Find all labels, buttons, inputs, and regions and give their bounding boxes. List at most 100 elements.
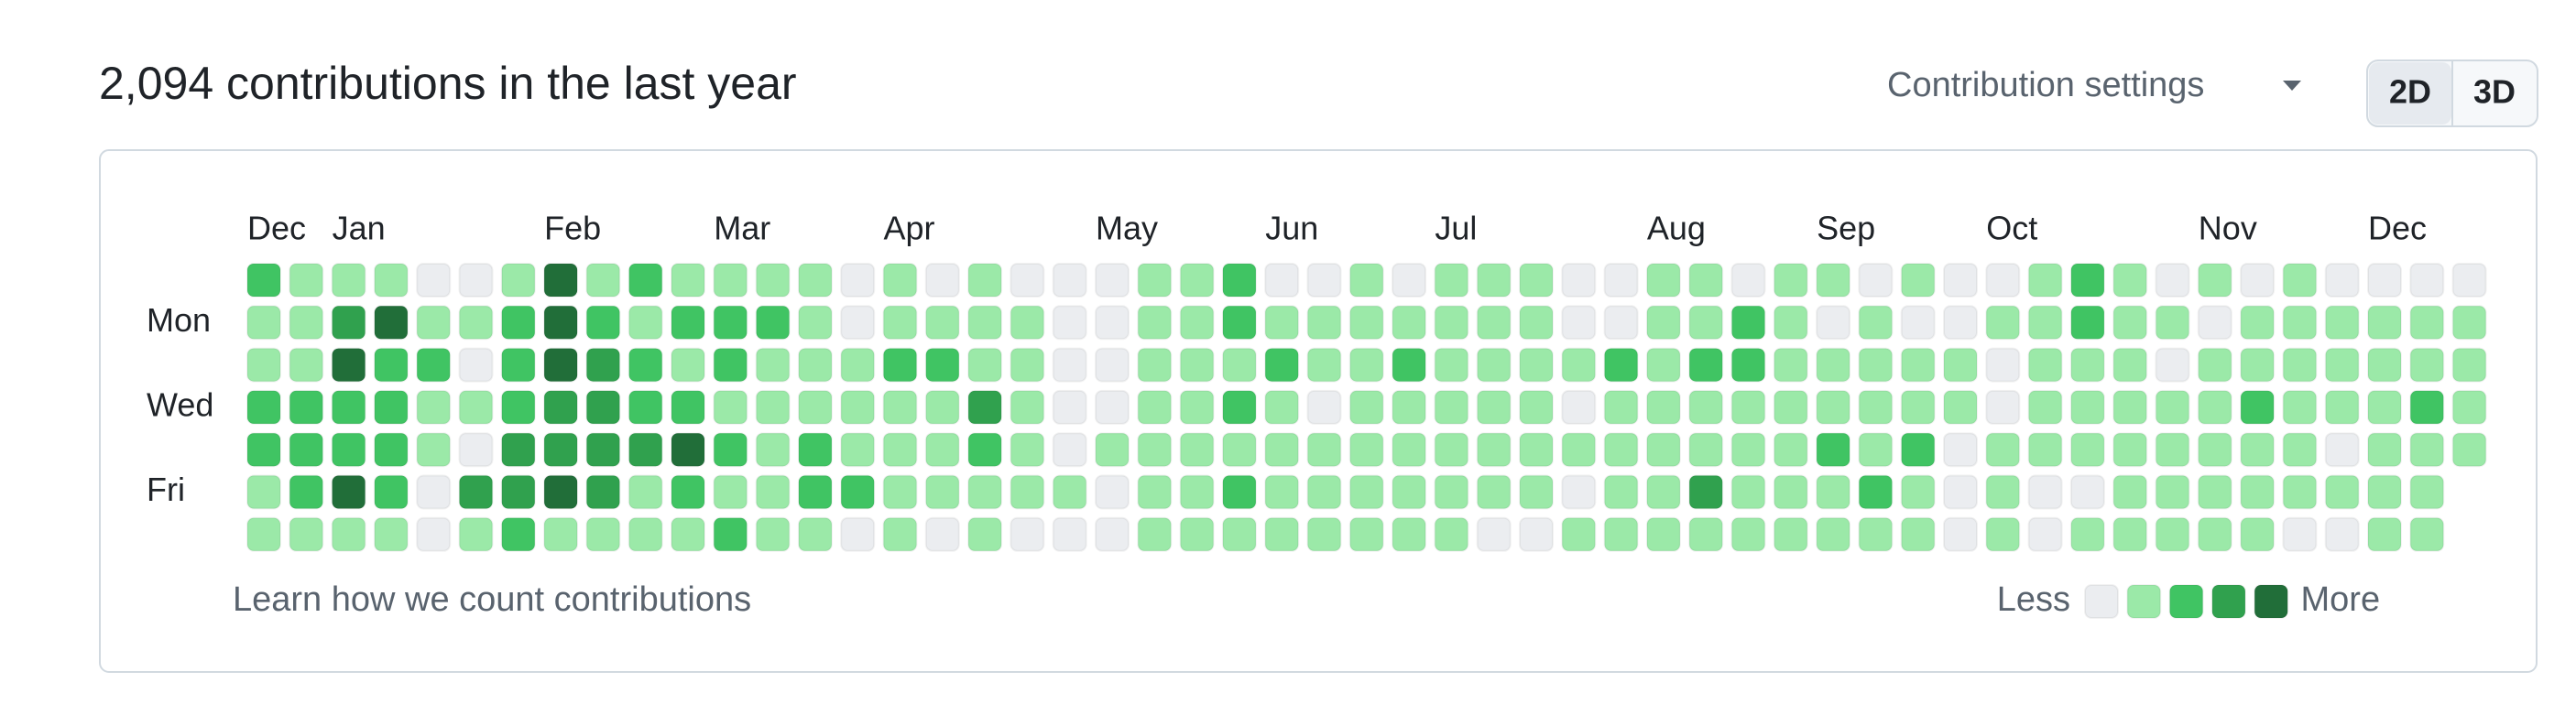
day-cell xyxy=(1900,516,1936,552)
day-cell xyxy=(2197,516,2232,552)
day-cell xyxy=(1900,305,1936,341)
day-cell xyxy=(1773,263,1808,298)
day-cell xyxy=(1306,389,1342,425)
day-cell xyxy=(1645,432,1681,468)
day-cell xyxy=(2240,305,2276,341)
day-cell xyxy=(2367,305,2402,341)
day-cell xyxy=(1645,389,1681,425)
day-cell xyxy=(1476,347,1512,383)
day-cell xyxy=(797,474,833,510)
day-cell xyxy=(2240,263,2276,298)
month-label: Oct xyxy=(1986,210,2037,247)
day-cell xyxy=(1221,347,1257,383)
day-cell xyxy=(416,516,452,552)
day-cell xyxy=(1052,263,1087,298)
day-cell xyxy=(1095,389,1130,425)
month-label: Mar xyxy=(714,210,770,247)
day-cell xyxy=(2282,474,2318,510)
day-cell xyxy=(1348,347,1384,383)
day-cell xyxy=(1179,432,1215,468)
day-cell xyxy=(2367,432,2402,468)
day-cell xyxy=(543,432,579,468)
day-cell xyxy=(797,516,833,552)
settings-menu[interactable]: Contribution settings xyxy=(1887,66,2204,104)
learn-link[interactable]: Learn how we count contributions xyxy=(233,580,751,619)
view-button[interactable]: 3D xyxy=(2473,73,2516,111)
day-cell xyxy=(1561,263,1597,298)
day-cell xyxy=(1730,263,1766,298)
day-cell xyxy=(289,305,324,341)
day-cell xyxy=(331,347,366,383)
day-cell xyxy=(1010,432,1045,468)
day-cell xyxy=(2240,347,2276,383)
day-cell xyxy=(1773,347,1808,383)
day-cell xyxy=(331,305,366,341)
day-cell xyxy=(2451,347,2487,383)
day-cell xyxy=(289,263,324,298)
day-cell xyxy=(2324,516,2360,552)
day-cell xyxy=(373,263,409,298)
day-cell xyxy=(967,516,1003,552)
day-cell xyxy=(713,305,748,341)
day-cell xyxy=(2155,432,2190,468)
day-cell xyxy=(1010,516,1045,552)
day-cell xyxy=(1392,432,1427,468)
day-cell xyxy=(1392,263,1427,298)
day-cell xyxy=(246,347,281,383)
day-cell xyxy=(1221,474,1257,510)
day-cell xyxy=(1985,516,2021,552)
day-cell xyxy=(1816,474,1851,510)
day-cell xyxy=(1052,389,1087,425)
day-cell xyxy=(1519,432,1554,468)
day-cell xyxy=(713,263,748,298)
day-cell xyxy=(2324,263,2360,298)
day-cell xyxy=(1137,263,1173,298)
day-cell xyxy=(2282,263,2318,298)
day-cell xyxy=(1306,305,1342,341)
day-cell xyxy=(628,389,663,425)
day-cell xyxy=(713,516,748,552)
day-cell xyxy=(1434,389,1469,425)
day-cell xyxy=(2069,389,2105,425)
day-cell xyxy=(1392,305,1427,341)
day-cell xyxy=(1348,516,1384,552)
day-cell xyxy=(2112,516,2148,552)
legend-cell xyxy=(2126,584,2162,619)
day-cell xyxy=(1264,516,1300,552)
day-cell xyxy=(1943,263,1978,298)
day-cell xyxy=(924,263,960,298)
day-cell xyxy=(1985,263,2021,298)
view-button[interactable]: 2D xyxy=(2389,73,2431,111)
day-cell xyxy=(924,474,960,510)
day-cell xyxy=(882,347,918,383)
day-cell xyxy=(1900,263,1936,298)
day-cell xyxy=(1264,432,1300,468)
day-cell xyxy=(585,389,621,425)
day-cell xyxy=(2155,389,2190,425)
day-cell xyxy=(924,432,960,468)
day-cell xyxy=(1858,347,1894,383)
selected-view xyxy=(2369,62,2451,125)
day-cell xyxy=(2282,432,2318,468)
day-cell xyxy=(1306,432,1342,468)
day-cell xyxy=(331,389,366,425)
day-cell xyxy=(1348,305,1384,341)
day-cell xyxy=(2409,474,2445,510)
month-label: Feb xyxy=(544,210,601,247)
day-cell xyxy=(1603,347,1639,383)
day-cell xyxy=(2112,305,2148,341)
day-cell xyxy=(2112,263,2148,298)
day-cell xyxy=(1773,389,1808,425)
day-cell xyxy=(1816,305,1851,341)
day-cell xyxy=(2027,516,2063,552)
day-cell xyxy=(628,432,663,468)
day-cell xyxy=(1476,432,1512,468)
day-cell xyxy=(1137,474,1173,510)
day-cell xyxy=(713,432,748,468)
day-cell xyxy=(840,263,876,298)
day-cell xyxy=(1306,474,1342,510)
day-cell xyxy=(755,432,791,468)
day-cell xyxy=(1645,305,1681,341)
day-cell xyxy=(967,474,1003,510)
day-cell xyxy=(458,347,494,383)
